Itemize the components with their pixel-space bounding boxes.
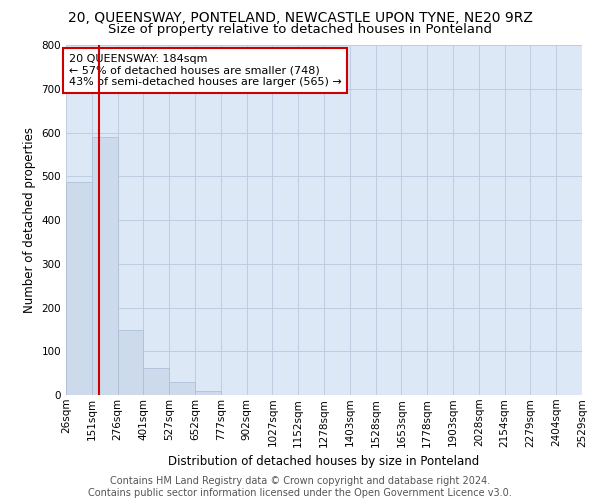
Text: 20, QUEENSWAY, PONTELAND, NEWCASTLE UPON TYNE, NE20 9RZ: 20, QUEENSWAY, PONTELAND, NEWCASTLE UPON… [68,12,532,26]
Bar [143,368,169,395]
Text: Contains HM Land Registry data © Crown copyright and database right 2024.
Contai: Contains HM Land Registry data © Crown c… [88,476,512,498]
Bar [66,182,92,395]
Bar [92,137,118,395]
Text: Size of property relative to detached houses in Ponteland: Size of property relative to detached ho… [108,22,492,36]
Bar [169,382,195,395]
Text: 20 QUEENSWAY: 184sqm
← 57% of detached houses are smaller (748)
43% of semi-deta: 20 QUEENSWAY: 184sqm ← 57% of detached h… [68,54,341,87]
X-axis label: Distribution of detached houses by size in Ponteland: Distribution of detached houses by size … [169,455,479,468]
Bar [195,390,221,395]
Y-axis label: Number of detached properties: Number of detached properties [23,127,36,313]
Bar [118,330,143,395]
